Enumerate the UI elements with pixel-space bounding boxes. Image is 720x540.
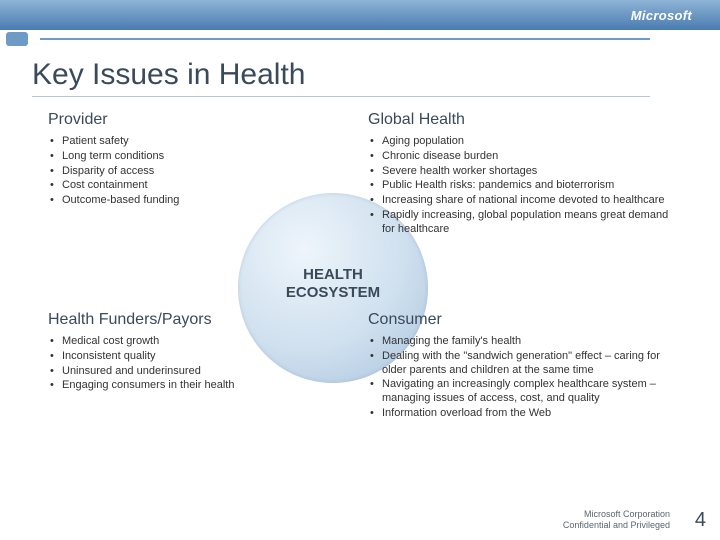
provider-heading: Provider: [48, 111, 323, 129]
list-item: Patient safety: [50, 135, 323, 149]
title-bar: Microsoft: [0, 0, 720, 30]
global-heading: Global Health: [368, 111, 673, 129]
quadrant-provider: Provider Patient safetyLong term conditi…: [48, 111, 323, 209]
footer-line1: Microsoft Corporation: [584, 509, 670, 519]
page-number: 4: [695, 509, 706, 532]
provider-list: Patient safetyLong term conditionsDispar…: [48, 135, 323, 208]
list-item: Chronic disease burden: [370, 150, 673, 164]
list-item: Rapidly increasing, global population me…: [370, 209, 673, 237]
page-title: Key Issues in Health: [32, 58, 720, 92]
list-item: Managing the family's health: [370, 335, 678, 349]
list-item: Medical cost growth: [50, 335, 323, 349]
consumer-list: Managing the family's healthDealing with…: [368, 335, 678, 421]
list-item: Engaging consumers in their health: [50, 379, 323, 393]
list-item: Cost containment: [50, 179, 323, 193]
list-item: Inconsistent quality: [50, 350, 323, 364]
consumer-heading: Consumer: [368, 311, 678, 329]
list-item: Outcome-based funding: [50, 194, 323, 208]
list-item: Increasing share of national income devo…: [370, 194, 673, 208]
accent-line: [40, 38, 650, 40]
list-item: Uninsured and underinsured: [50, 365, 323, 379]
quadrant-layout: HEALTH ECOSYSTEM Provider Patient safety…: [48, 111, 690, 509]
center-label-line2: ECOSYSTEM: [286, 284, 380, 301]
list-item: Disparity of access: [50, 165, 323, 179]
brand-logo: Microsoft: [631, 8, 692, 23]
list-item: Information overload from the Web: [370, 407, 678, 421]
list-item: Navigating an increasingly complex healt…: [370, 378, 678, 406]
list-item: Long term conditions: [50, 150, 323, 164]
list-item: Public Health risks: pandemics and biote…: [370, 179, 673, 193]
title-rule: [32, 96, 650, 97]
center-label-line1: HEALTH: [303, 266, 363, 283]
accent-dot: [6, 32, 28, 46]
center-label: HEALTH ECOSYSTEM: [250, 266, 416, 302]
list-item: Aging population: [370, 135, 673, 149]
list-item: Dealing with the "sandwich generation" e…: [370, 350, 678, 378]
quadrant-consumer: Consumer Managing the family's healthDea…: [368, 311, 678, 422]
funders-heading: Health Funders/Payors: [48, 311, 323, 329]
quadrant-funders: Health Funders/Payors Medical cost growt…: [48, 311, 323, 394]
funders-list: Medical cost growthInconsistent qualityU…: [48, 335, 323, 393]
footer-confidential: Microsoft Corporation Confidential and P…: [563, 509, 670, 530]
quadrant-global: Global Health Aging populationChronic di…: [368, 111, 673, 237]
accent-bar: [0, 30, 720, 48]
list-item: Severe health worker shortages: [370, 165, 673, 179]
global-list: Aging populationChronic disease burdenSe…: [368, 135, 673, 236]
footer-line2: Confidential and Privileged: [563, 520, 670, 530]
